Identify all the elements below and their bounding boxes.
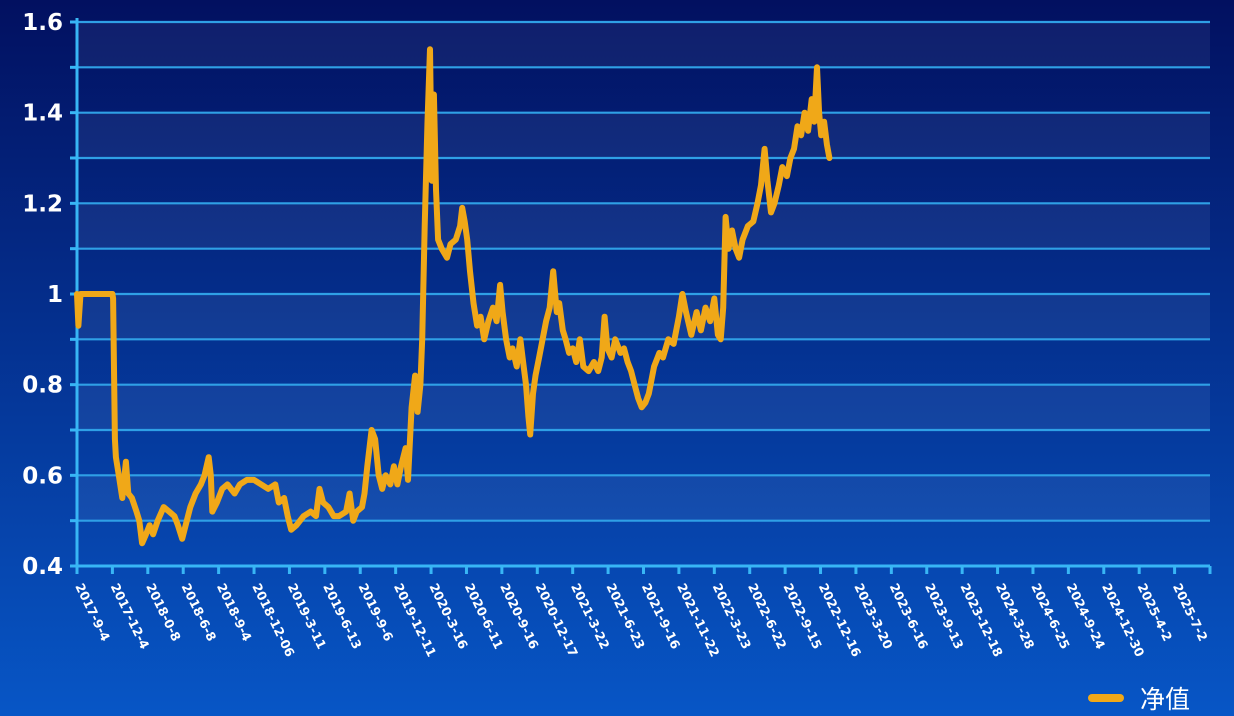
legend-label: 净值 xyxy=(1140,685,1190,714)
y-tick-label: 0.4 xyxy=(22,554,63,580)
plot-band xyxy=(77,22,1210,68)
y-tick-label: 1.4 xyxy=(22,101,63,127)
plot-band xyxy=(77,475,1210,521)
plot-band xyxy=(77,112,1210,158)
y-tick-label: 1.2 xyxy=(22,191,63,217)
y-tick-label: 0.8 xyxy=(22,373,63,399)
plot-band xyxy=(77,203,1210,249)
y-tick-label: 0.6 xyxy=(22,463,63,489)
plot-band xyxy=(77,294,1210,340)
legend: 净值 xyxy=(1088,685,1190,714)
series-line xyxy=(74,46,833,547)
y-tick-label: 1.6 xyxy=(22,10,63,36)
series-layer xyxy=(74,46,833,547)
y-tick-label: 1 xyxy=(47,282,63,308)
alternating-bands xyxy=(77,22,1210,521)
y-tick-labels: 1.6 1.4 1.2 1 0.8 0.6 0.4 xyxy=(22,10,63,580)
